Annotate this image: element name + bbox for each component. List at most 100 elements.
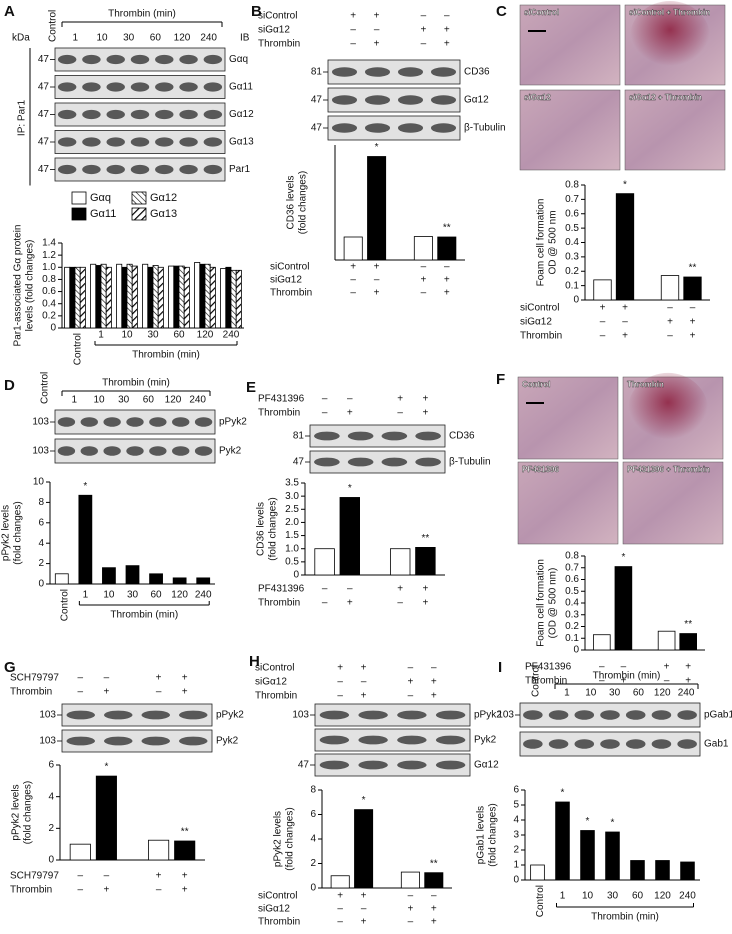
treatment-sign: +	[374, 288, 380, 299]
row-sign: –	[421, 11, 427, 22]
y-axis-label: pPyk2 levels	[273, 811, 284, 867]
treatment-sign: +	[431, 904, 437, 915]
treatment-sign: –	[444, 262, 450, 273]
treatment-sign: +	[685, 662, 691, 673]
y-tick-label: 0.6	[565, 208, 579, 219]
blot-band	[179, 736, 208, 746]
blot-band	[57, 417, 76, 427]
y-axis-label: pGab1 levels	[476, 806, 487, 864]
header-time: 120	[654, 688, 671, 699]
blot-band	[82, 164, 101, 175]
treatment-sign: +	[690, 317, 696, 328]
treatment-label: Thrombin	[525, 676, 567, 687]
blot-label: Gα11	[229, 82, 253, 93]
blot-band	[66, 710, 95, 720]
blot-band	[523, 739, 543, 749]
row-sign: –	[337, 677, 343, 688]
blot-label: pPyk2	[219, 417, 247, 428]
x-tick-label: 240	[195, 590, 212, 601]
y-tick-label: 4	[48, 791, 54, 802]
treatment-sign: –	[350, 275, 356, 286]
kda-marker: 103	[497, 710, 514, 721]
blot-label: β-Tubulin	[464, 123, 506, 134]
kda-marker: 81	[311, 67, 323, 78]
row-sign: +	[361, 663, 367, 674]
y-tick-label: 0.2	[42, 310, 56, 321]
blot-band	[397, 95, 424, 105]
row-sign: +	[431, 691, 437, 702]
y-tick-label: 2	[310, 858, 316, 869]
kda-label: kDa	[12, 33, 30, 44]
bar	[660, 275, 680, 301]
bar	[389, 548, 411, 576]
bar	[235, 269, 242, 329]
bar	[593, 634, 611, 651]
row-sign: +	[422, 408, 428, 419]
blot-band	[82, 54, 101, 65]
row-sign: –	[408, 663, 414, 674]
y-tick-label: 0.2	[565, 621, 579, 632]
blot-label: Gab1	[704, 739, 729, 750]
treatment-sign: –	[104, 871, 110, 882]
y-axis-label: (fold changes)	[298, 171, 309, 234]
kda-marker: 47	[38, 164, 50, 175]
treatment-sign: –	[408, 917, 414, 928]
row-sign: –	[104, 673, 110, 684]
panel-letter: A	[4, 3, 15, 20]
blot-band	[179, 54, 198, 65]
row-sign: –	[397, 408, 403, 419]
y-tick-label: 0.8	[42, 274, 56, 285]
blot-band	[314, 457, 340, 467]
bar	[683, 276, 702, 301]
micrograph	[624, 89, 726, 171]
row-sign: +	[374, 39, 380, 50]
header-time: 10	[96, 33, 108, 44]
blot-label: Gα12	[474, 760, 499, 771]
y-tick-label: 0.6	[565, 574, 579, 585]
bar	[630, 860, 645, 881]
row-label: SCH79797	[10, 673, 59, 684]
row-sign: –	[322, 394, 328, 405]
bar	[555, 801, 570, 881]
blot-band	[130, 82, 150, 92]
treatment-sign: –	[78, 885, 84, 896]
bar	[121, 266, 128, 329]
legend-swatch	[71, 191, 87, 205]
treatment-label: Thrombin	[258, 598, 300, 609]
significance: **	[430, 858, 438, 869]
x-tick-label: 60	[173, 330, 185, 341]
y-tick-label: 6	[310, 809, 316, 820]
y-tick-label: 1	[513, 860, 519, 871]
y-tick-label: 0.3	[565, 609, 579, 620]
bar	[95, 775, 117, 861]
blot-band	[104, 710, 133, 720]
micrograph-caption: Thrombin	[627, 380, 664, 389]
header-time: 120	[174, 33, 191, 44]
treatment-label: SCH79797	[10, 871, 59, 882]
significance: **	[181, 827, 189, 838]
y-axis-label: (fold changes)	[285, 807, 296, 870]
bar	[142, 263, 149, 329]
bar	[148, 839, 170, 861]
blot-band	[141, 736, 170, 746]
y-tick-label: 0	[310, 883, 316, 894]
significance: *	[623, 179, 627, 190]
row-sign: –	[350, 39, 356, 50]
header-control: Control	[531, 665, 542, 697]
y-tick-label: 8	[38, 497, 44, 508]
blot-label: pPyk2	[474, 710, 502, 721]
x-tick-label: 240	[223, 330, 240, 341]
bar	[220, 268, 227, 329]
row-label: siGα12	[258, 25, 290, 36]
treatment-sign: –	[322, 598, 328, 609]
bar	[680, 861, 695, 881]
y-tick-label: 0.5	[565, 586, 579, 597]
treatment-sign: –	[397, 598, 403, 609]
y-tick-label: 0.4	[565, 598, 579, 609]
blot-band	[397, 67, 424, 77]
row-label: siControl	[258, 11, 297, 22]
micrograph-caption: siGα12 + Thrombin	[629, 93, 702, 102]
x-group-label: Thrombin (min)	[132, 350, 200, 361]
x-tick-label: 240	[679, 891, 696, 902]
y-tick-label: 0.5	[565, 223, 579, 234]
